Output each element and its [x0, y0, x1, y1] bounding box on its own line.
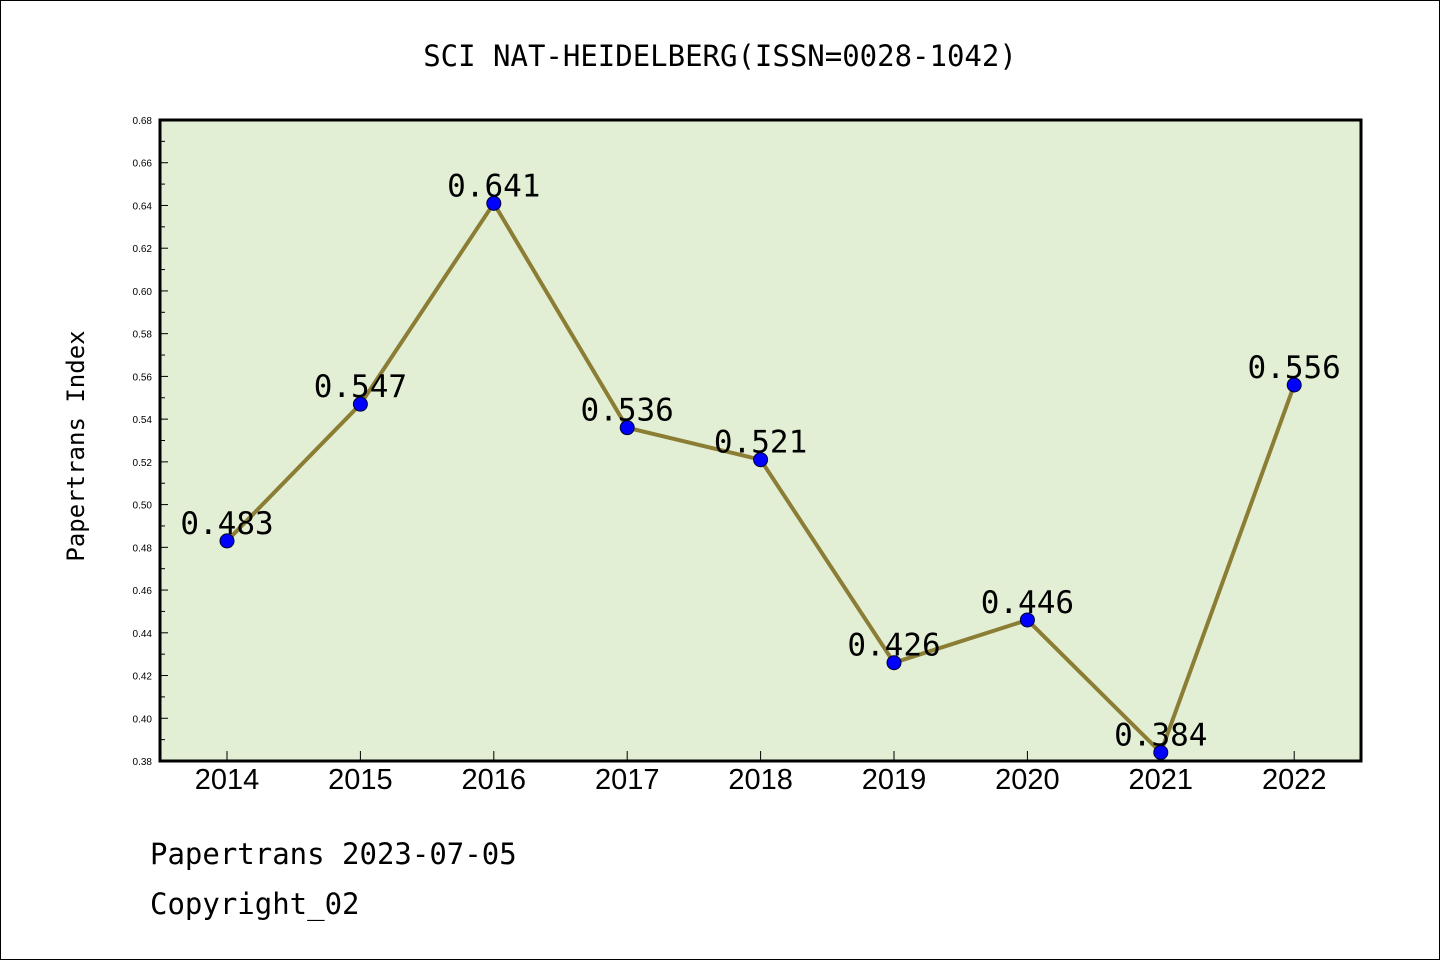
- chart-title: SCI NAT-HEIDELBERG(ISSN=0028-1042): [423, 39, 1017, 73]
- data-point: [753, 452, 769, 468]
- y-tick-label: 0.64: [133, 201, 153, 212]
- y-tick-label: 0.46: [133, 586, 153, 597]
- y-tick-label: 0.60: [133, 287, 153, 298]
- y-tick-label: 0.52: [133, 458, 153, 469]
- y-tick-label: 0.58: [133, 330, 153, 341]
- x-tick-label: 2019: [862, 764, 927, 796]
- data-label: 0.536: [581, 393, 674, 429]
- y-tick-label: 0.48: [133, 543, 153, 554]
- plot-area: [160, 120, 1361, 761]
- y-tick-label: 0.68: [133, 116, 153, 127]
- y-tick-label: 0.50: [133, 501, 153, 512]
- series-markers: [219, 195, 1302, 760]
- x-tick-label: 2016: [462, 764, 527, 796]
- x-tick-label: 2022: [1262, 764, 1327, 796]
- data-point: [886, 655, 902, 671]
- data-label: 0.521: [714, 425, 807, 461]
- x-tick-label: 2020: [995, 764, 1060, 796]
- data-point: [352, 396, 368, 412]
- x-tick-label: 2018: [728, 764, 793, 796]
- x-tick-label: 2017: [595, 764, 660, 796]
- x-tick-label: 2014: [195, 764, 260, 796]
- y-tick-label: 0.44: [133, 629, 153, 640]
- data-point: [1019, 612, 1035, 628]
- data-point: [219, 533, 235, 549]
- data-point: [1153, 744, 1169, 760]
- x-axis-ticks: 2014 2015 2016 2017 2018 2019 2020 2021 2022: [195, 751, 1327, 796]
- y-tick-label: 0.66: [133, 159, 153, 170]
- data-point: [486, 195, 502, 211]
- data-label: 0.556: [1248, 350, 1341, 386]
- data-label: 0.446: [981, 585, 1074, 621]
- y-tick-label: 0.40: [133, 714, 153, 725]
- x-tick-label: 2021: [1129, 764, 1194, 796]
- y-tick-label: 0.42: [133, 672, 153, 683]
- data-point: [619, 420, 635, 436]
- data-label: 0.641: [447, 168, 540, 204]
- data-point: [1286, 377, 1302, 393]
- data-label: 0.426: [847, 628, 940, 664]
- data-label: 0.547: [314, 369, 407, 405]
- plot-border: [158, 118, 1363, 763]
- data-labels: 0.483 0.547 0.641 0.536 0.521 0.426 0.446 0.384…: [180, 168, 1341, 753]
- footer-copyright: Copyright_02: [150, 887, 360, 922]
- x-tick-label: 2015: [328, 764, 393, 796]
- y-axis-label: Papertrans Index: [62, 330, 90, 561]
- y-tick-label: 0.38: [133, 757, 153, 768]
- data-label: 0.483: [180, 506, 273, 542]
- y-tick-label: 0.62: [133, 244, 153, 255]
- data-label: 0.384: [1114, 717, 1207, 753]
- footer-date: Papertrans 2023-07-05: [150, 837, 517, 871]
- y-tick-label: 0.56: [133, 372, 153, 383]
- y-tick-label: 0.54: [133, 415, 153, 426]
